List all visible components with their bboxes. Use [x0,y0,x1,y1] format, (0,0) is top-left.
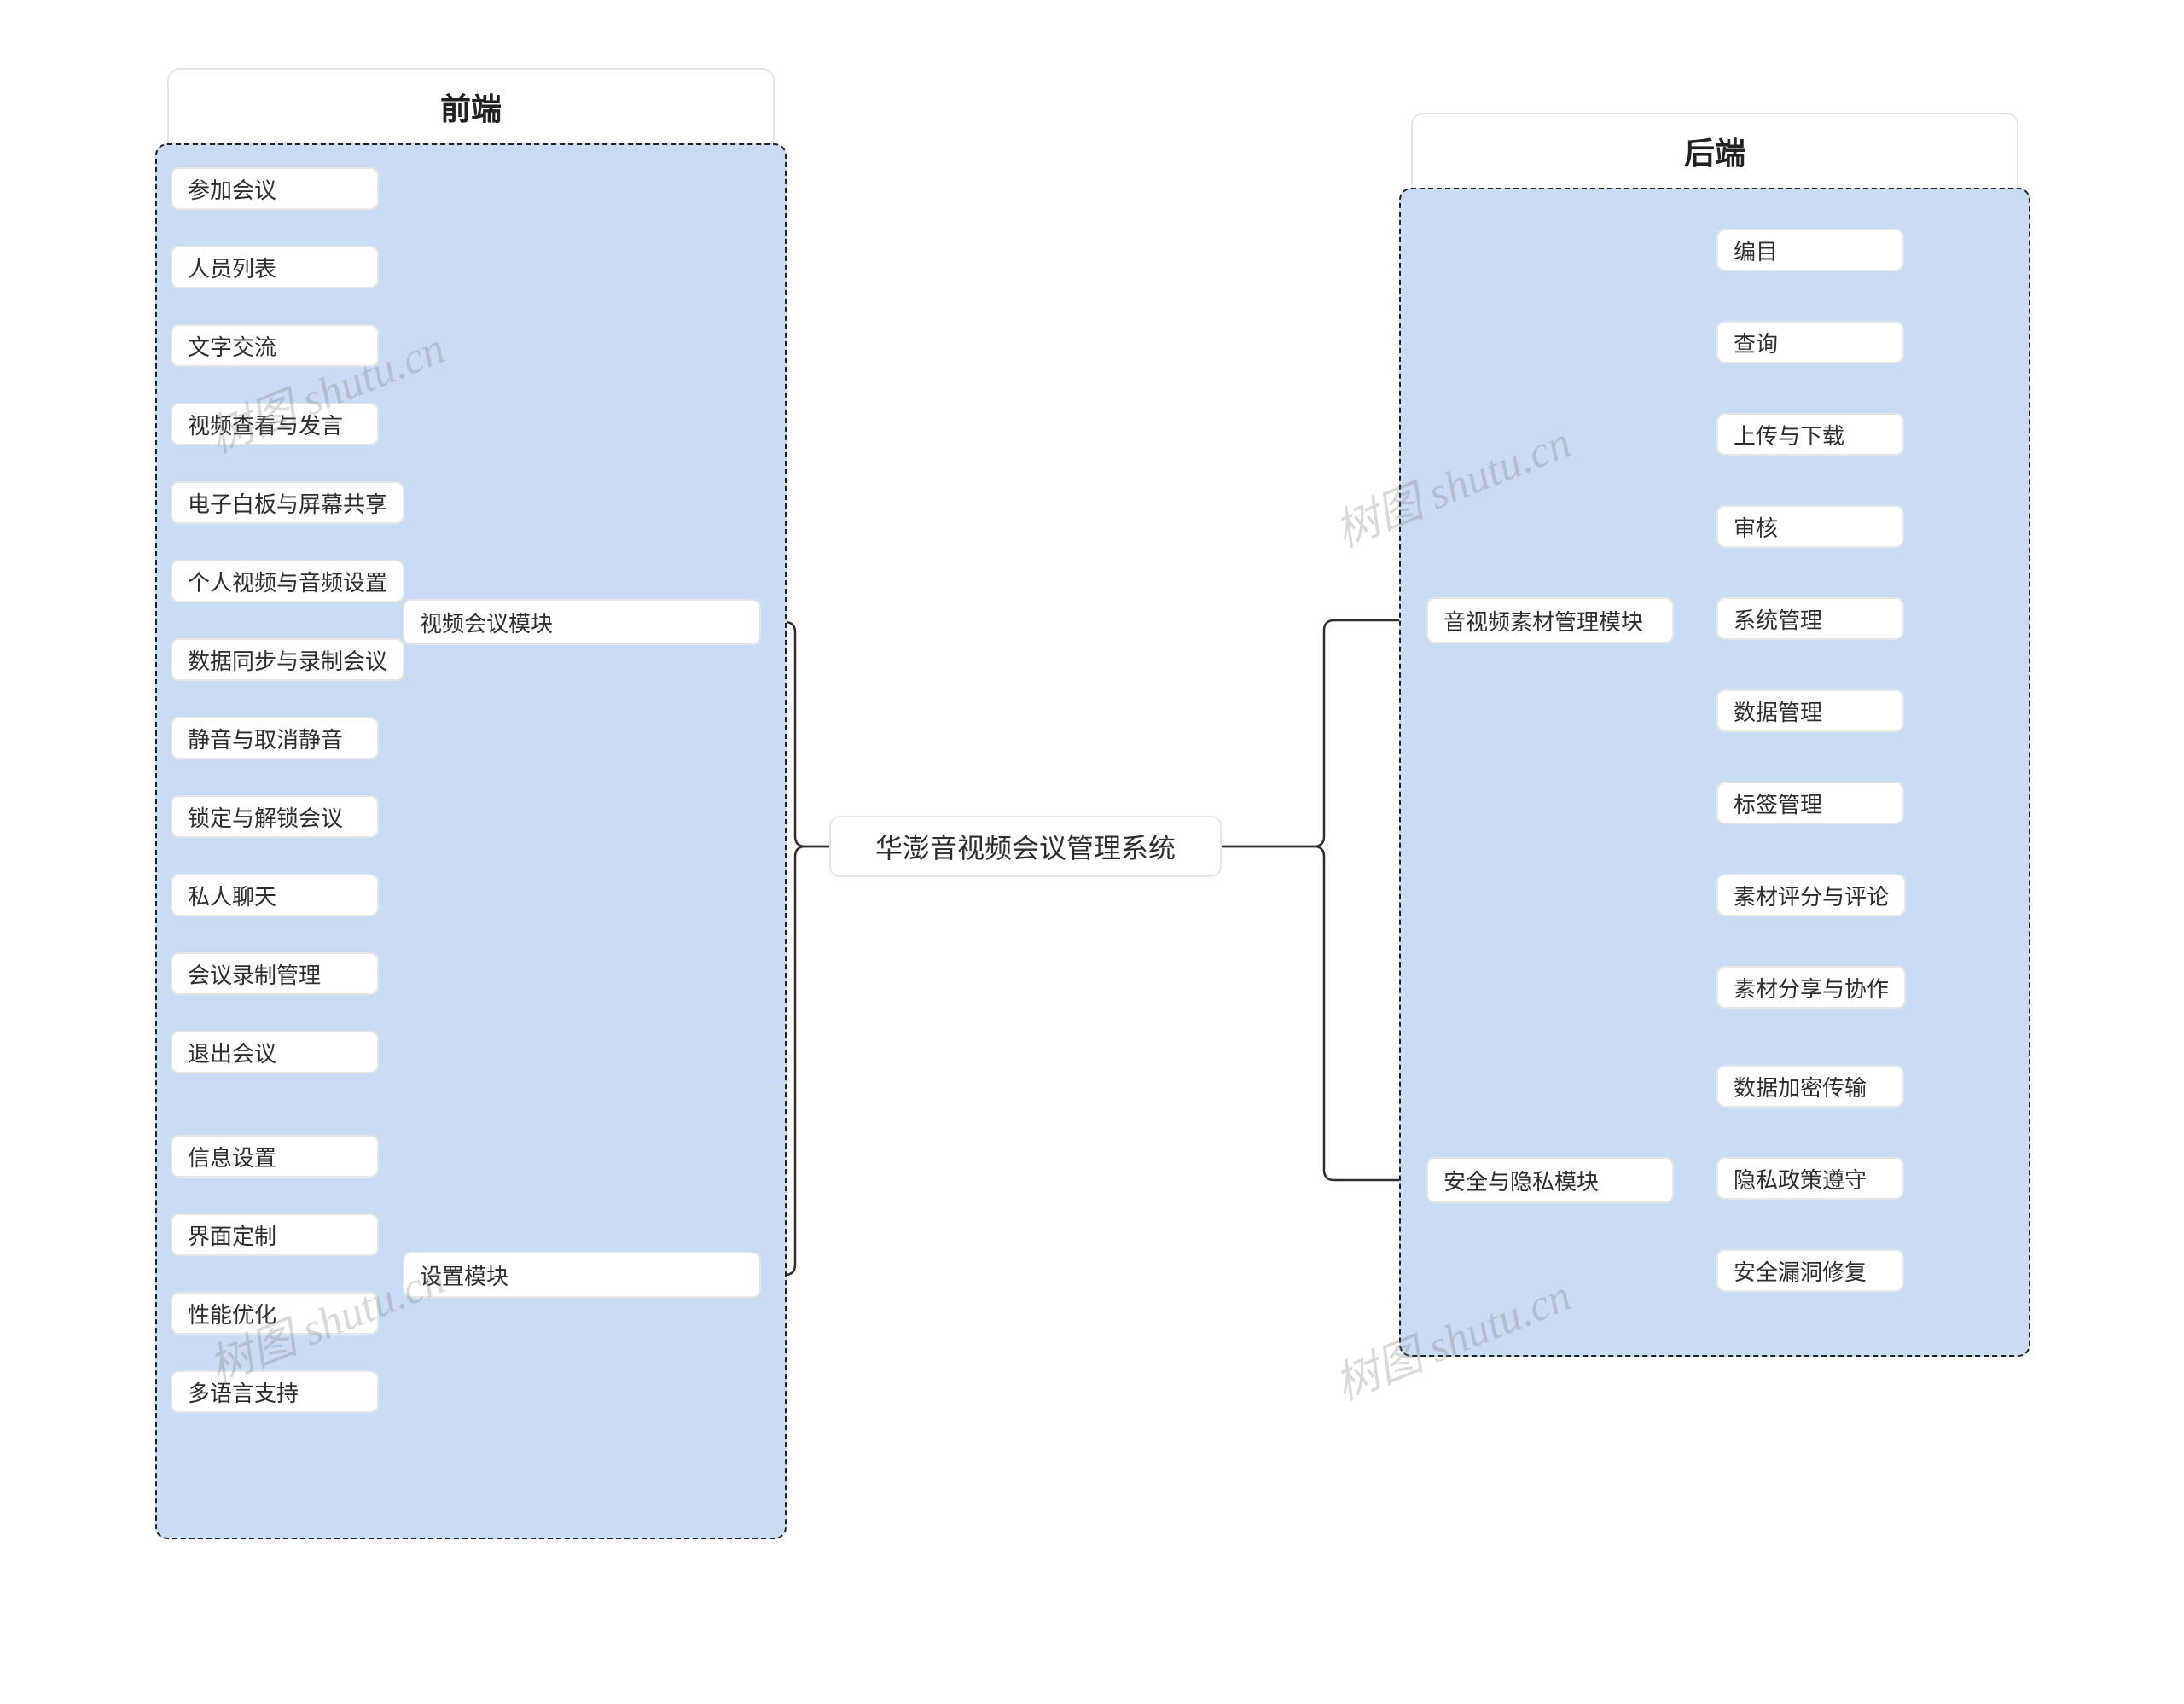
share-collab: 素材分享与协作 [1716,966,1906,1009]
upload-dl: 上传与下载 [1716,413,1904,456]
private-chat: 私人聊天 [171,874,379,916]
rating: 素材评分与评论 [1716,874,1906,916]
whiteboard: 电子白板与屏幕共享 [171,481,404,524]
tag-mgmt: 标签管理 [1716,782,1904,824]
video-speak: 视频查看与发言 [171,403,379,445]
media-mgmt-module: 音视频素材管理模块 [1426,597,1674,643]
exit-meeting: 退出会议 [171,1031,379,1073]
left-tab: 前端 [167,68,775,143]
center-node: 华澎音视频会议管理系统 [829,816,1222,877]
query: 查询 [1716,321,1904,363]
audit: 审核 [1716,505,1904,548]
ui-custom: 界面定制 [171,1213,379,1256]
settings-module: 设置模块 [403,1252,761,1298]
sync-record: 数据同步与录制会议 [171,638,404,681]
catalog: 编目 [1716,229,1904,271]
perf-opt: 性能优化 [171,1292,379,1335]
video-conf-module: 视频会议模块 [403,599,761,645]
security-module: 安全与隐私模块 [1426,1157,1674,1203]
info-settings: 信息设置 [171,1135,379,1178]
right-tab: 后端 [1411,113,2018,188]
people-list: 人员列表 [171,246,379,288]
record-mgmt: 会议录制管理 [171,952,379,995]
lock-unlock: 锁定与解锁会议 [171,795,379,838]
vuln-fix: 安全漏洞修复 [1716,1249,1904,1292]
join-meeting: 参加会议 [171,167,379,210]
encrypt: 数据加密传输 [1716,1065,1904,1108]
text-chat: 文字交流 [171,324,379,367]
data-mgmt: 数据管理 [1716,689,1904,732]
multi-lang: 多语言支持 [171,1370,379,1413]
sys-mgmt: 系统管理 [1716,597,1904,640]
mute-unmute: 静音与取消静音 [171,717,379,759]
privacy: 隐私政策遵守 [1716,1157,1904,1200]
av-settings: 个人视频与音频设置 [171,560,404,602]
